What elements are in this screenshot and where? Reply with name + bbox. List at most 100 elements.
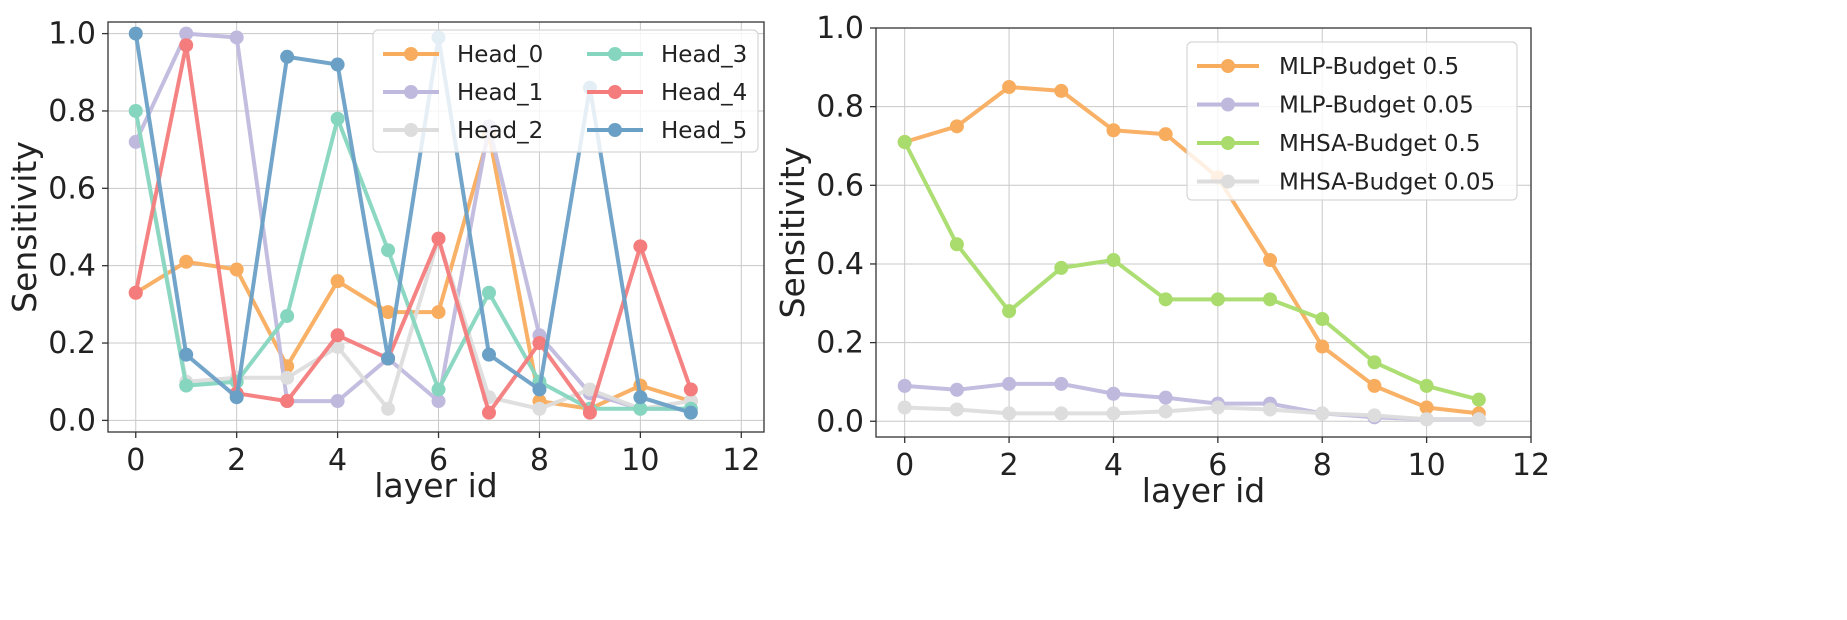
data-point [1471,392,1486,407]
data-point [330,394,345,409]
chart-panel-1: 0 2 4 6 8 10 12 0.0 0.2 0.4 0.6 0.8 1.0 layer id Sensi… [5,17,765,505]
data-point [1367,408,1382,423]
x-tick-label: 0 [126,443,145,478]
legend-swatch-marker [1221,174,1235,189]
data-point [532,382,547,397]
chart-panel-2: 0 2 4 6 8 10 12 0.0 0.2 0.4 0.6 0.8 1.0 layer id Sensi… [773,11,1550,510]
legend-swatch-marker [1221,136,1235,150]
data-point [381,243,396,258]
legend-entry: Head_1 [383,80,543,106]
data-point [1002,79,1017,94]
data-point [280,394,295,409]
data-point [1367,355,1382,370]
data-point [431,231,446,246]
data-point [431,394,446,409]
x-tick-label: 10 [1408,448,1446,483]
x-tick-label: 12 [722,443,760,478]
data-point [582,382,597,397]
data-point [1158,404,1173,419]
data-point [949,119,964,134]
y-tick-label: 0.8 [48,94,96,129]
data-point [431,305,446,320]
data-point [1002,304,1017,319]
legend-entry: Head_3 [587,42,747,68]
x-tick-label: 6 [429,443,448,478]
x-tick-label: 4 [328,443,347,478]
data-point [1367,378,1382,393]
data-point [229,390,244,405]
series-line [902,141,1480,402]
data-point [330,328,345,343]
series-head-4 [128,38,698,420]
y-tick-label: 0.2 [816,326,864,361]
legend-swatch-marker [1221,59,1235,73]
data-point [1054,260,1069,275]
data-point [949,402,964,417]
data-point [1263,253,1278,268]
x-tick-label: 8 [530,443,549,478]
data-point [582,405,597,420]
legend-entry: MLP-Budget 0.05 [1197,93,1474,119]
x-tick-label: 8 [1313,448,1332,483]
plot-frame [107,21,765,433]
data-point [897,400,912,415]
data-point [633,390,648,405]
data-point [280,370,295,385]
legend-label: MHSA-Budget 0.05 [1279,170,1495,196]
data-point [1263,402,1278,417]
legend-swatch-marker [1221,97,1235,112]
y-axis-label: Sensitivity [773,147,812,319]
data-point [179,378,194,393]
legend-label: Head_1 [457,80,543,106]
legend-entry: MHSA-Budget 0.05 [1197,170,1495,196]
data-point [330,339,345,354]
legend-label: Head_0 [457,42,543,68]
series-line [133,110,691,411]
data-point [633,239,648,254]
data-point [1210,292,1225,307]
data-point [683,405,698,420]
series-line [904,405,1479,422]
data-point [481,405,496,420]
legend-entry: Head_5 [587,118,747,144]
data-point [1315,312,1330,327]
legend-box [1186,41,1518,201]
legend-swatch-marker [404,85,418,99]
x-tick-label: 4 [1104,448,1123,483]
data-point [897,378,912,393]
legend-swatch-marker [608,47,622,61]
data-point [330,57,345,72]
data-point [1471,412,1486,427]
y-tick-label: 0.2 [48,326,96,361]
x-tick-label: 6 [1208,448,1227,483]
data-point [1106,253,1121,268]
legend-label: MLP-Budget 0.5 [1279,54,1459,80]
data-point [1158,390,1173,405]
data-point [1106,406,1121,421]
data-point [481,285,496,300]
data-point [1158,292,1173,307]
x-tick-label: 2 [227,443,246,478]
data-point [897,135,912,150]
series-head-0 [128,127,698,416]
legend-entry: Head_4 [587,80,747,106]
legend-entry: MHSA-Budget 0.5 [1197,131,1481,157]
y-tick-label: 1.0 [48,17,96,52]
legend: MLP-Budget 0.5 MLP-Budget 0.05 MHSA-Budget… [1186,41,1518,201]
data-point [1315,339,1330,354]
y-tick-label: 0.6 [48,171,96,206]
data-point [1419,412,1434,427]
data-point [381,351,396,366]
data-point [179,347,194,362]
y-axis-label: Sensitivity [5,141,44,313]
data-point [1002,406,1017,421]
data-point [1054,83,1069,98]
data-point [532,401,547,416]
plot-frame [875,27,1532,438]
legend-swatch-marker [608,123,622,137]
data-point [431,382,446,397]
legend-label: MLP-Budget 0.05 [1279,93,1474,119]
series-line [133,31,691,411]
data-point [229,30,244,45]
